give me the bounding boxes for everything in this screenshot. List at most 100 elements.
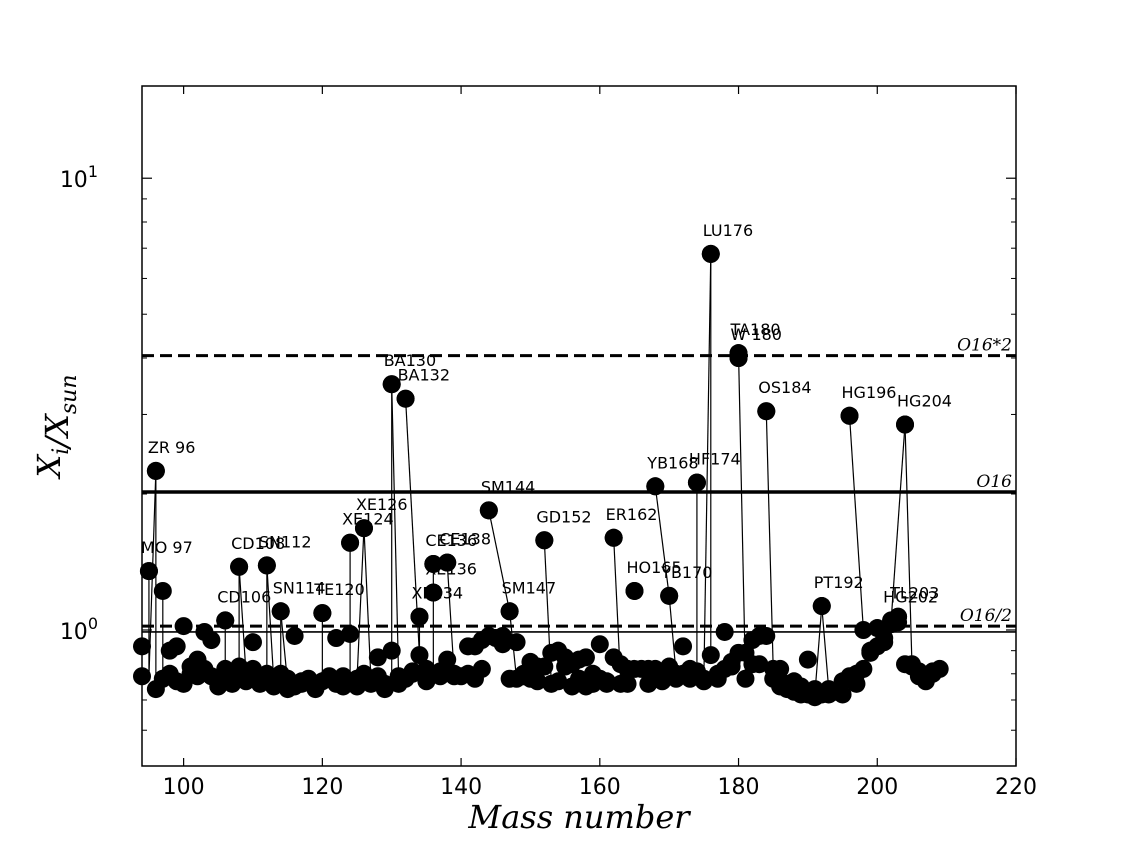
data-point xyxy=(410,607,429,626)
point-label: XE134 xyxy=(411,584,463,603)
data-point xyxy=(479,501,498,520)
data-point xyxy=(202,631,221,650)
point-label: CD106 xyxy=(217,587,271,606)
connector-line xyxy=(238,566,247,674)
data-point xyxy=(216,611,235,630)
data-point xyxy=(757,626,776,645)
point-label: XE126 xyxy=(356,495,408,514)
data-point xyxy=(660,586,679,605)
data-point xyxy=(639,674,658,693)
x-axis: 100 120 140 160 180 200 220 xyxy=(163,86,1037,800)
data-point xyxy=(417,672,436,691)
plot-frame xyxy=(141,85,1017,767)
data-point xyxy=(590,635,609,654)
data-point xyxy=(368,648,387,667)
data-point xyxy=(625,581,644,600)
point-label: BA130 xyxy=(384,351,436,370)
point-label: SM147 xyxy=(502,578,556,597)
y-tick-label: 100 xyxy=(60,614,98,645)
data-point xyxy=(438,553,457,572)
data-point xyxy=(424,554,443,573)
point-label: YB168 xyxy=(646,453,698,472)
y-axis-title: Xi/Xsun xyxy=(30,374,82,480)
data-point xyxy=(854,659,873,678)
data-point xyxy=(507,633,526,652)
data-point xyxy=(354,519,373,538)
x-axis-title: Mass number xyxy=(467,798,691,836)
data-point xyxy=(736,669,755,688)
point-label: HO165 xyxy=(626,558,681,577)
connector-line xyxy=(356,528,365,679)
data-point xyxy=(618,674,637,693)
x-tick-label: 120 xyxy=(301,775,343,800)
point-label: BA132 xyxy=(398,366,450,385)
data-point xyxy=(771,659,790,678)
data-point xyxy=(715,622,734,641)
data-point xyxy=(493,635,512,654)
data-point xyxy=(271,602,290,621)
y-tick-label: 101 xyxy=(60,162,98,193)
data-point xyxy=(535,657,554,676)
point-label: HG196 xyxy=(842,383,897,402)
data-point xyxy=(674,637,693,656)
connector-line xyxy=(703,253,712,679)
point-label: XE136 xyxy=(425,560,477,579)
data-point xyxy=(313,604,332,623)
data-point xyxy=(750,655,769,674)
data-point xyxy=(257,556,276,575)
data-point xyxy=(798,650,817,669)
connector-line xyxy=(765,411,774,669)
x-tick-label: 160 xyxy=(579,775,621,800)
data-point xyxy=(375,674,394,693)
connector-line xyxy=(266,565,275,682)
data-point xyxy=(812,597,831,616)
connector-line xyxy=(821,605,830,690)
point-label: ZR 96 xyxy=(148,438,196,457)
connector-line xyxy=(848,415,864,631)
data-point xyxy=(882,611,901,630)
data-point xyxy=(341,533,360,552)
connector-lines xyxy=(148,253,913,695)
connector-line xyxy=(737,353,747,679)
data-point xyxy=(701,244,720,263)
point-label: PT192 xyxy=(814,573,864,592)
point-label: TA180 xyxy=(730,320,781,339)
data-point xyxy=(417,659,436,678)
data-point xyxy=(722,657,741,676)
connector-line xyxy=(814,605,823,695)
data-point xyxy=(139,562,158,581)
data-point xyxy=(174,617,193,636)
data-point xyxy=(757,402,776,421)
point-label: MO 97 xyxy=(141,538,193,557)
y-axis: 100 101 xyxy=(60,162,1016,767)
reference-line-label: O16*2 xyxy=(957,336,1012,356)
point-label: HG204 xyxy=(897,392,952,411)
data-point xyxy=(146,461,165,480)
data-point xyxy=(382,375,401,394)
data-point xyxy=(729,349,748,367)
data-point xyxy=(604,528,623,547)
data-point xyxy=(424,583,443,602)
data-point xyxy=(694,672,713,691)
point-label: W 180 xyxy=(731,325,782,344)
data-point xyxy=(535,531,554,550)
point-label: OS184 xyxy=(758,378,811,397)
point-label: GD152 xyxy=(536,507,591,526)
connector-line xyxy=(890,424,906,621)
x-tick-label: 140 xyxy=(440,775,482,800)
data-point xyxy=(167,637,186,656)
point-label: CE136 xyxy=(425,531,477,550)
x-tick-label: 200 xyxy=(856,775,898,800)
data-point xyxy=(341,624,360,643)
point-label: ER162 xyxy=(606,505,658,524)
data-point xyxy=(597,674,616,693)
x-tick-label: 180 xyxy=(718,775,760,800)
data-point xyxy=(840,406,859,425)
data-point xyxy=(833,685,852,704)
data-point xyxy=(500,602,519,621)
x-tick-label: 220 xyxy=(995,775,1037,800)
data-point xyxy=(396,389,415,408)
connector-line xyxy=(904,424,913,665)
data-point xyxy=(230,557,249,576)
